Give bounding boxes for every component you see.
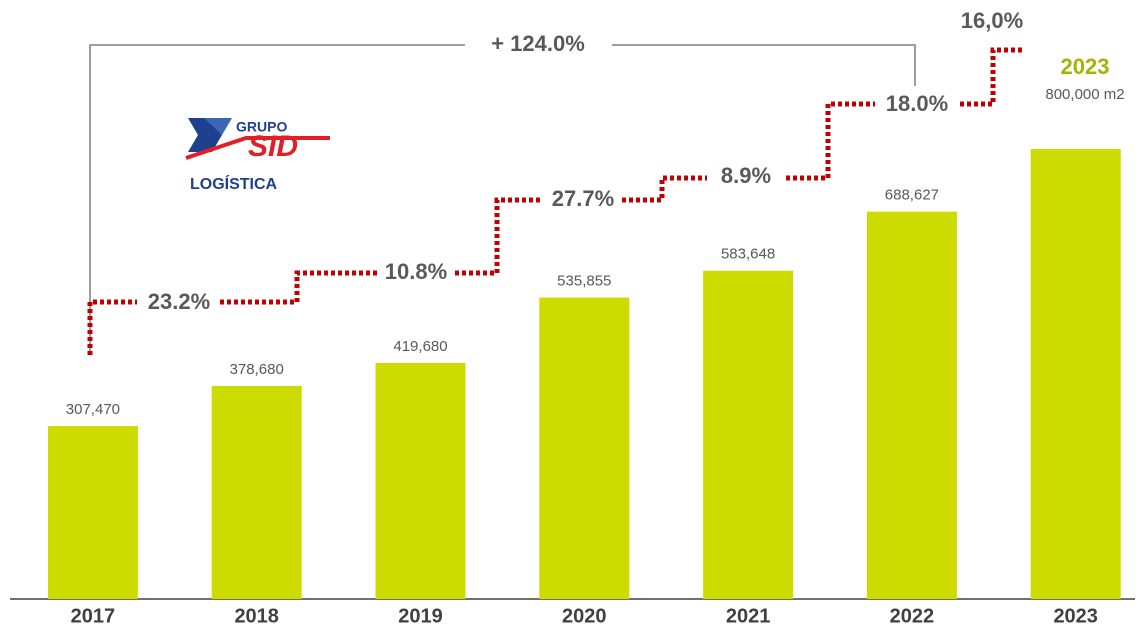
total-growth: + 124.0% [491, 31, 585, 56]
bar [866, 211, 957, 599]
x-tick-label: 2021 [726, 605, 771, 627]
highlight-value: 800,000 m2 [1045, 86, 1124, 103]
x-tick-label: 2020 [562, 605, 607, 627]
total-bracket [89, 44, 916, 355]
bar [1030, 149, 1121, 599]
x-tick-label: 2023 [1053, 605, 1098, 627]
logo: GRUPO SID LOGÍSTICA [185, 118, 330, 193]
growth-label: 23.2% [148, 289, 210, 314]
highlight-label: 2023 [1061, 54, 1110, 79]
bar [47, 426, 138, 599]
value-label: 307,470 [66, 401, 120, 418]
bar [539, 297, 630, 599]
x-tick-label: 2019 [398, 605, 443, 627]
value-label: 378,680 [230, 361, 284, 378]
bar [211, 385, 302, 599]
value-label: 688,627 [885, 187, 939, 204]
logo-top: GRUPO [236, 119, 287, 135]
value-label: 419,680 [393, 338, 447, 355]
logo-brand: SID [248, 130, 298, 163]
logo-mark [204, 118, 232, 135]
bar [703, 270, 794, 599]
x-tick-label: 2017 [71, 605, 116, 627]
growth-label: 16,0% [961, 8, 1023, 33]
growth-label: 27.7% [552, 186, 614, 211]
bar [375, 362, 466, 599]
growth-label: 8.9% [721, 163, 771, 188]
logo-swoosh [185, 136, 330, 160]
logo-bottom: LOGÍSTICA [190, 174, 278, 193]
x-tick-label: 2022 [890, 605, 935, 627]
value-label: 583,648 [721, 246, 775, 263]
growth-steps [87, 47, 1022, 355]
value-label: 535,855 [557, 273, 611, 290]
growth-label: 18.0% [886, 91, 948, 116]
growth-label: 10.8% [385, 259, 447, 284]
x-tick-label: 2018 [234, 605, 279, 627]
